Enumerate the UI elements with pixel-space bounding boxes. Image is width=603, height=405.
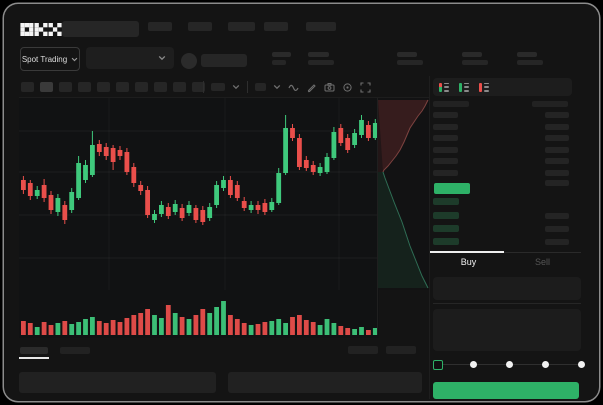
divider: [429, 76, 430, 399]
slider-stop[interactable]: [469, 361, 477, 368]
nav-item-placeholder[interactable]: [228, 22, 255, 31]
divider: [19, 96, 429, 98]
orders-panel-placeholder: [228, 372, 422, 393]
toolbar-block[interactable]: [116, 82, 129, 92]
tab-sell[interactable]: Sell: [534, 257, 550, 267]
draw-pencil-icon[interactable]: [306, 82, 317, 93]
pair-dropdown[interactable]: [86, 47, 174, 69]
buy-tab-indicator: [430, 251, 504, 253]
chart-toolbar-presets: [21, 82, 205, 92]
orderbook-mode-asks-icon[interactable]: [478, 81, 490, 93]
fullscreen-icon[interactable]: [360, 81, 371, 93]
divider: [247, 81, 248, 93]
toolbar-block[interactable]: [135, 82, 148, 92]
bid-price-placeholder[interactable]: [433, 225, 459, 232]
ask-amount-placeholder[interactable]: [545, 147, 569, 153]
bid-amount-placeholder[interactable]: [545, 213, 569, 219]
ask-amount-placeholder[interactable]: [545, 112, 569, 118]
market-type-label: Spot Trading: [21, 54, 68, 64]
bid-amount-placeholder[interactable]: [545, 239, 569, 245]
divider: [203, 81, 204, 93]
ask-price-placeholder[interactable]: [433, 170, 458, 176]
slider-stop[interactable]: [505, 361, 513, 368]
chart-type-selector[interactable]: [255, 83, 266, 91]
toolbar-block[interactable]: [78, 82, 91, 92]
bottom-tab[interactable]: [60, 347, 90, 354]
orderbook-header-price: [433, 101, 469, 107]
camera-icon[interactable]: [324, 82, 335, 93]
orderbook-header-amount: [532, 101, 568, 107]
toolbar-block[interactable]: [59, 82, 72, 92]
slider-stop[interactable]: [541, 361, 549, 368]
nav-item-placeholder[interactable]: [188, 22, 212, 31]
bid-price-placeholder[interactable]: [433, 212, 459, 219]
okx-logo: [20, 23, 62, 36]
market-type-selector[interactable]: Spot Trading: [20, 47, 80, 71]
orderbook-toolbar: [433, 78, 572, 96]
nav-item-placeholder[interactable]: [148, 22, 172, 31]
toolbar-block[interactable]: [40, 82, 53, 92]
ask-amount-placeholder[interactable]: [545, 135, 569, 141]
search-input[interactable]: [62, 21, 139, 37]
ask-price-placeholder[interactable]: [433, 147, 458, 153]
settings-icon[interactable]: [342, 82, 353, 93]
avatar[interactable]: [181, 53, 197, 69]
buy-submit-button[interactable]: [433, 382, 579, 399]
tab-buy[interactable]: Buy: [460, 257, 477, 267]
ticker-stat: [272, 52, 291, 65]
ask-amount-placeholder[interactable]: [545, 180, 569, 186]
ask-amount-placeholder[interactable]: [545, 170, 569, 176]
amount-input[interactable]: [433, 309, 581, 351]
chevron-down-icon: [71, 57, 78, 61]
ask-price-placeholder[interactable]: [433, 158, 458, 164]
divider: [430, 252, 581, 253]
price-input[interactable]: [433, 277, 581, 300]
ask-amount-placeholder[interactable]: [545, 158, 569, 164]
toolbar-block[interactable]: [154, 82, 167, 92]
chevron-down-icon[interactable]: [232, 84, 240, 90]
bid-amount-placeholder[interactable]: [545, 226, 569, 232]
divider: [377, 98, 378, 335]
slider-handle[interactable]: [433, 360, 443, 370]
chevron-down-icon: [158, 55, 166, 61]
orders-panel-placeholder: [19, 372, 216, 393]
ticker-stat: [462, 52, 488, 65]
chevron-down-icon[interactable]: [273, 84, 281, 90]
interval-selector[interactable]: [211, 83, 225, 91]
nav-item-placeholder[interactable]: [306, 22, 336, 31]
bid-price-placeholder[interactable]: [433, 238, 459, 245]
bottom-tab-underline: [19, 357, 49, 359]
candlestick-chart[interactable]: [19, 98, 379, 338]
divider: [433, 303, 581, 304]
nav-item-placeholder[interactable]: [264, 22, 288, 31]
bid-price-placeholder[interactable]: [433, 198, 459, 205]
orderbook-mode-bids-icon[interactable]: [458, 81, 470, 93]
orderbook-mode-both-icon[interactable]: [438, 81, 450, 93]
indicators-wave-icon[interactable]: [288, 82, 299, 93]
account-placeholder[interactable]: [201, 54, 247, 67]
ticker-stat: [397, 52, 423, 65]
bottom-action-placeholder[interactable]: [348, 346, 378, 354]
toolbar-block[interactable]: [192, 82, 205, 92]
toolbar-block[interactable]: [97, 82, 110, 92]
orderbook-last-price: [434, 183, 470, 194]
ask-price-placeholder[interactable]: [433, 124, 458, 130]
depth-chart: [378, 98, 430, 290]
ask-price-placeholder[interactable]: [433, 112, 458, 118]
toolbar-block[interactable]: [21, 82, 34, 92]
chart-toolbar-tools: [203, 81, 371, 93]
ticker-stat: [517, 52, 543, 65]
ask-amount-placeholder[interactable]: [545, 124, 569, 130]
ticker-stat: [308, 52, 334, 65]
ask-price-placeholder[interactable]: [433, 135, 458, 141]
bottom-tab-active[interactable]: [20, 347, 48, 354]
slider-stop[interactable]: [577, 361, 585, 368]
bottom-action-placeholder[interactable]: [386, 346, 416, 354]
toolbar-block[interactable]: [173, 82, 186, 92]
